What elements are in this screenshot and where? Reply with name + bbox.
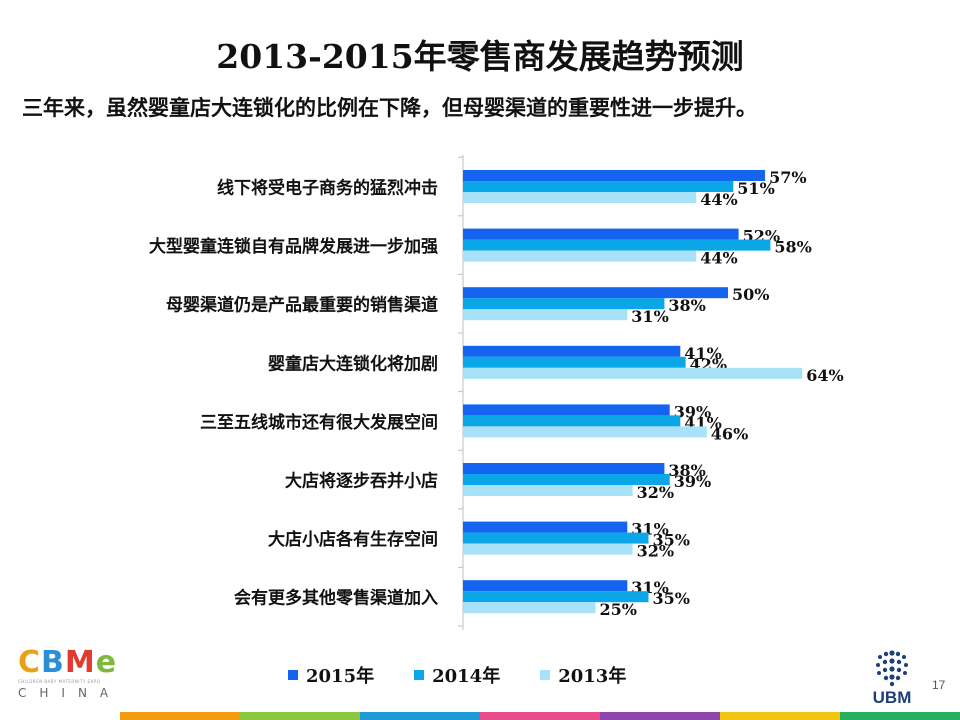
legend-swatch — [540, 670, 551, 680]
bar-2014年-5 — [463, 474, 670, 485]
footer-strip-segment — [240, 712, 360, 720]
legend-item: 2013年 — [540, 662, 626, 688]
bar-2015年-5 — [463, 463, 665, 474]
footer-color-strip — [120, 712, 960, 720]
data-label: 44% — [700, 249, 737, 268]
footer-strip-segment — [480, 712, 600, 720]
data-label: 50% — [732, 285, 769, 304]
page-number: 17 — [932, 678, 946, 692]
data-label: 32% — [637, 483, 674, 502]
data-label: 35% — [653, 589, 690, 608]
data-label: 25% — [600, 600, 637, 619]
category-label: 大店将逐步吞并小店 — [285, 471, 438, 492]
category-label: 大店小店各有生存空间 — [268, 529, 438, 550]
legend-swatch — [414, 670, 425, 680]
bar-2014年-1 — [463, 239, 771, 251]
legend-swatch — [288, 670, 298, 680]
footer-strip-segment — [840, 712, 960, 720]
data-label: 46% — [711, 424, 748, 443]
legend-label: 2015年 — [306, 666, 375, 687]
data-label: 64% — [806, 366, 843, 385]
bar-2013年-7 — [463, 602, 596, 614]
legend-item: 2014年 — [414, 662, 500, 688]
bar-2013年-3 — [463, 367, 803, 379]
bar-2015年-7 — [463, 580, 628, 592]
bar-2015年-0 — [463, 170, 766, 181]
bar-2014年-0 — [463, 181, 734, 192]
bar-2015年-2 — [463, 287, 728, 299]
data-label: 41% — [684, 344, 721, 363]
cbme-letter: C — [18, 645, 41, 680]
data-label: 39% — [674, 402, 711, 421]
bar-2013年-5 — [463, 485, 633, 496]
bar-2015年-4 — [463, 404, 670, 416]
bar-2013年-1 — [463, 250, 697, 262]
bar-2013年-0 — [463, 192, 697, 203]
cbme-letter: e — [95, 645, 117, 680]
bar-2015年-1 — [463, 228, 739, 240]
data-label: 32% — [637, 542, 674, 561]
bar-2014年-2 — [463, 298, 665, 310]
bar-2014年-4 — [463, 415, 681, 427]
data-label: 35% — [653, 531, 690, 550]
footer-strip-segment — [360, 712, 480, 720]
bar-2014年-6 — [463, 532, 649, 544]
data-label: 51% — [737, 179, 774, 198]
footer-strip-segment — [600, 712, 720, 720]
cbme-logo-tagline: CHILDREN BABY MATERNITY EXPO — [18, 679, 101, 684]
category-label: 三至五线城市还有很大发展空间 — [200, 412, 438, 433]
data-label: 44% — [700, 190, 737, 209]
ubm-logo-text: UBM — [872, 688, 912, 707]
page-title: 2013-2015年零售商发展趋势预测 — [216, 37, 744, 76]
bar-2015年-3 — [463, 345, 681, 357]
data-label: 38% — [668, 461, 705, 480]
category-label: 会有更多其他零售渠道加入 — [234, 588, 438, 609]
legend-item: 2015年 — [288, 662, 374, 688]
cbme-letter: B — [41, 645, 64, 680]
ubm-logo: UBM — [866, 648, 918, 708]
bar-2013年-2 — [463, 309, 628, 321]
legend-label: 2013年 — [558, 666, 627, 687]
ubm-dots-icon — [876, 650, 908, 687]
bar-chart: 线下将受电子商务的猛烈冲击57%51%44%大型婴童连锁自有品牌发展进一步加强5… — [149, 155, 844, 630]
bar-2013年-6 — [463, 543, 633, 555]
legend-label: 2014年 — [432, 666, 501, 687]
category-label: 母婴渠道仍是产品最重要的销售渠道 — [166, 295, 438, 316]
footer-strip-segment — [120, 712, 240, 720]
page-subtitle: 三年来，虽然婴童店大连锁化的比例在下降，但母婴渠道的重要性进一步提升。 — [22, 96, 757, 120]
data-label: 38% — [668, 296, 705, 315]
bar-2014年-7 — [463, 591, 649, 603]
bar-2014年-3 — [463, 356, 686, 368]
data-label: 58% — [774, 238, 811, 257]
chart-legend: 2015年 2014年 2013年 — [288, 660, 666, 690]
bar-2015年-6 — [463, 521, 628, 533]
category-label: 婴童店大连锁化将加剧 — [268, 353, 438, 374]
data-label: 57% — [769, 168, 806, 187]
bar-2013年-4 — [463, 426, 707, 438]
cbme-logo-region: CHINA — [18, 686, 122, 700]
category-label: 线下将受电子商务的猛烈冲击 — [217, 178, 438, 199]
data-label: 39% — [674, 472, 711, 491]
category-label: 大型婴童连锁自有品牌发展进一步加强 — [149, 236, 438, 257]
footer-strip-segment — [720, 712, 840, 720]
cbme-letter: M — [64, 645, 95, 680]
data-label: 31% — [631, 307, 668, 326]
